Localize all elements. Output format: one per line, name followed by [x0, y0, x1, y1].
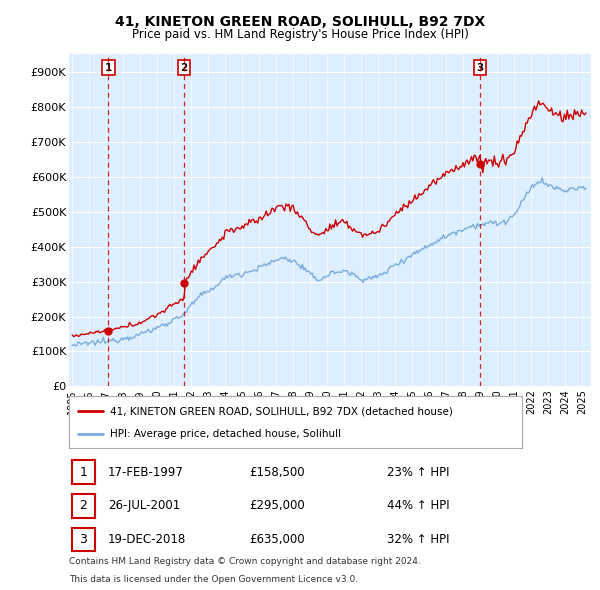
Text: This data is licensed under the Open Government Licence v3.0.: This data is licensed under the Open Gov… — [69, 575, 358, 584]
Text: Price paid vs. HM Land Registry's House Price Index (HPI): Price paid vs. HM Land Registry's House … — [131, 28, 469, 41]
Text: 3: 3 — [476, 63, 484, 73]
Text: £295,000: £295,000 — [249, 499, 305, 513]
Text: 17-FEB-1997: 17-FEB-1997 — [108, 466, 184, 479]
Text: 1: 1 — [79, 466, 88, 479]
Text: 2: 2 — [181, 63, 188, 73]
Text: Contains HM Land Registry data © Crown copyright and database right 2024.: Contains HM Land Registry data © Crown c… — [69, 558, 421, 566]
Text: 32% ↑ HPI: 32% ↑ HPI — [387, 533, 449, 546]
Text: 41, KINETON GREEN ROAD, SOLIHULL, B92 7DX (detached house): 41, KINETON GREEN ROAD, SOLIHULL, B92 7D… — [110, 406, 452, 416]
Text: 26-JUL-2001: 26-JUL-2001 — [108, 499, 180, 513]
Text: 3: 3 — [79, 533, 88, 546]
Text: 19-DEC-2018: 19-DEC-2018 — [108, 533, 186, 546]
Text: £158,500: £158,500 — [249, 466, 305, 479]
Text: £635,000: £635,000 — [249, 533, 305, 546]
Text: HPI: Average price, detached house, Solihull: HPI: Average price, detached house, Soli… — [110, 429, 341, 439]
Text: 23% ↑ HPI: 23% ↑ HPI — [387, 466, 449, 479]
Text: 1: 1 — [105, 63, 112, 73]
Text: 2: 2 — [79, 499, 88, 513]
Text: 44% ↑ HPI: 44% ↑ HPI — [387, 499, 449, 513]
Text: 41, KINETON GREEN ROAD, SOLIHULL, B92 7DX: 41, KINETON GREEN ROAD, SOLIHULL, B92 7D… — [115, 15, 485, 29]
